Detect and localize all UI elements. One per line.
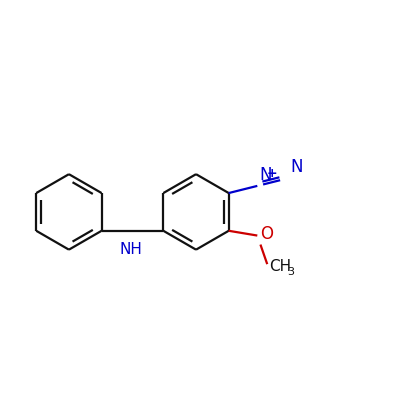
Text: N: N [291,158,303,176]
Text: +: + [267,167,278,180]
Text: 3: 3 [287,267,294,277]
Text: CH: CH [269,259,291,274]
Text: NH: NH [119,242,142,257]
Text: N: N [260,166,272,184]
Text: O: O [260,225,273,243]
